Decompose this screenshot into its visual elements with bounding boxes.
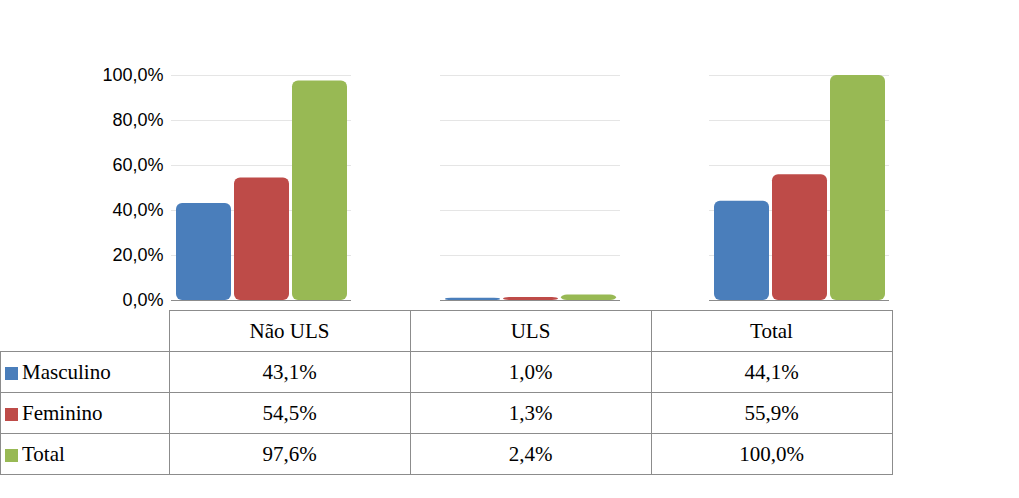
html-text:55,9%: 55,9% [744,400,799,425]
svg-text:80,0%: 80,0% [112,110,163,130]
svg-text:40,0%: 40,0% [112,200,163,220]
html-text:1,0%: 1,0% [508,359,553,384]
html-text:100,0%: 100,0% [739,441,804,466]
html-text:ULS: ULS [510,318,551,343]
html-text:43,1%: 43,1% [262,359,317,384]
svg-text:60,0%: 60,0% [112,155,163,175]
svg-text:0,0%: 0,0% [122,290,163,310]
html-text:97,6%: 97,6% [262,441,317,466]
html-text:Total: Total [750,318,793,343]
html-text:44,1%: 44,1% [744,359,799,384]
svg-text:20,0%: 20,0% [112,245,163,265]
html-text:Total: Total [22,441,65,466]
svg-text:100,0%: 100,0% [102,65,163,85]
html-text:54,5%: 54,5% [262,400,317,425]
html-text:Feminino: Feminino [22,400,103,425]
html-text:2,4%: 2,4% [508,441,553,466]
html-text:1,3%: 1,3% [508,400,553,425]
html-text:Masculino: Masculino [22,359,111,384]
html-text:Não ULS: Não ULS [249,318,330,343]
